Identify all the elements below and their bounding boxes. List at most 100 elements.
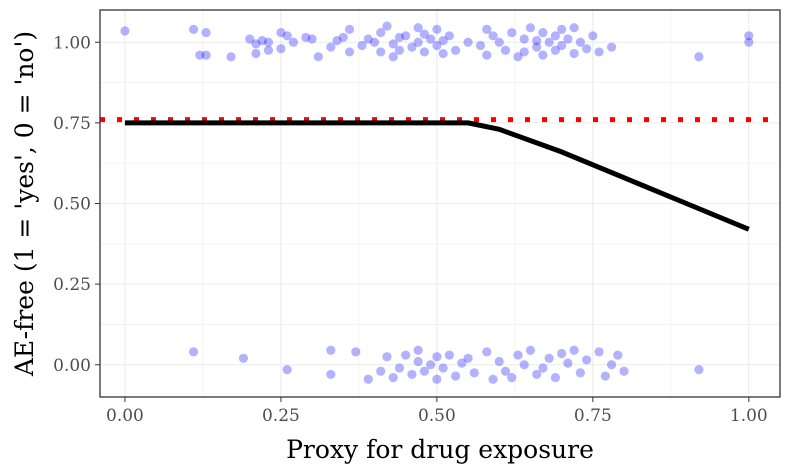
data-point [463, 353, 473, 363]
data-point [413, 23, 423, 33]
points-layer [120, 21, 754, 384]
data-point [488, 374, 498, 384]
data-point [394, 363, 405, 373]
data-point [482, 50, 492, 60]
data-point [569, 48, 579, 59]
data-point [538, 363, 548, 373]
data-point [588, 31, 598, 41]
x-tick-label: 1.00 [730, 406, 768, 426]
data-point [594, 47, 604, 57]
data-point [488, 31, 498, 41]
data-point [407, 369, 417, 380]
data-point [438, 363, 448, 373]
data-point [494, 356, 504, 367]
data-point [563, 358, 573, 368]
data-point [500, 45, 511, 55]
data-point [326, 345, 336, 355]
x-tick-label: 0.75 [574, 406, 612, 426]
data-point [513, 350, 523, 360]
data-point [426, 34, 436, 44]
data-point [276, 27, 286, 38]
data-point [276, 44, 286, 54]
data-point [582, 44, 592, 54]
data-point [550, 45, 561, 55]
data-point [413, 356, 423, 367]
data-point [600, 371, 610, 381]
data-point [394, 32, 405, 43]
x-axis-title: Proxy for drug exposure [286, 435, 594, 464]
data-point [357, 40, 367, 51]
axis-layer: 0.00 0.25 0.50 0.75 1.00 0.00 0.25 0.50 0.75 1.00 [53, 33, 768, 426]
data-point [394, 45, 405, 55]
data-point [432, 40, 442, 51]
data-point [401, 350, 411, 360]
data-point [401, 31, 411, 41]
data-point [263, 45, 274, 55]
data-point [413, 37, 423, 47]
data-point [344, 47, 355, 57]
data-point [307, 34, 317, 44]
data-point [195, 50, 205, 60]
data-point [188, 24, 199, 34]
data-point [532, 36, 542, 46]
data-point [263, 37, 274, 47]
data-point [301, 32, 311, 43]
data-point [201, 27, 211, 38]
y-tick-label: 0.50 [53, 195, 91, 215]
data-point [550, 373, 561, 383]
data-point [288, 37, 298, 47]
data-point [407, 42, 417, 52]
data-point [332, 36, 342, 46]
y-tick-label: 1.00 [53, 33, 91, 53]
data-point [557, 348, 567, 359]
data-point [201, 50, 211, 60]
data-point [525, 345, 536, 355]
y-axis-title: AE-free (1 = 'yes', 0 = 'no') [10, 31, 39, 377]
data-point [413, 345, 423, 355]
data-point [463, 37, 473, 47]
data-point [507, 27, 517, 38]
x-tick-label: 0.00 [106, 406, 144, 426]
data-point [507, 373, 517, 383]
data-point [482, 24, 492, 34]
data-point [426, 360, 436, 370]
data-point [419, 29, 430, 39]
data-point [482, 347, 492, 357]
data-point [369, 37, 380, 47]
data-point [563, 34, 573, 44]
data-point [519, 47, 529, 57]
data-point [363, 34, 373, 44]
data-point [544, 353, 554, 363]
data-point [351, 347, 361, 357]
data-point [606, 360, 617, 370]
x-tick-label: 0.25 [262, 406, 300, 426]
data-point [494, 37, 504, 47]
data-point [744, 37, 754, 47]
data-point [575, 37, 585, 47]
data-point [226, 52, 236, 62]
data-point [619, 366, 629, 376]
data-point [550, 31, 561, 41]
data-point [694, 364, 704, 375]
data-point [557, 24, 567, 34]
data-point [432, 352, 442, 362]
data-point [120, 26, 130, 36]
data-point [238, 353, 249, 363]
data-point [282, 364, 292, 375]
data-point [251, 48, 261, 59]
data-point [282, 31, 292, 41]
data-point [450, 45, 461, 55]
data-point [313, 52, 323, 62]
data-point [744, 31, 754, 41]
data-point [569, 23, 579, 33]
data-point [450, 371, 461, 381]
grid-layer [100, 10, 780, 397]
data-point [376, 27, 386, 38]
data-point [438, 36, 448, 46]
data-point [251, 39, 261, 49]
data-point [438, 48, 448, 59]
data-point [444, 350, 454, 360]
data-point [457, 358, 467, 368]
data-point [519, 360, 529, 370]
